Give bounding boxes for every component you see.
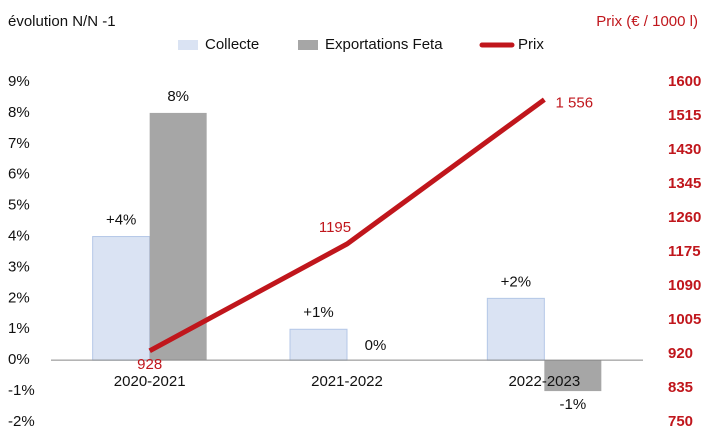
- x-tick-label: 2021-2022: [311, 373, 383, 390]
- y2-tick-label: 835: [668, 379, 693, 396]
- y2-tick-label: 1345: [668, 175, 701, 192]
- line: [148, 97, 546, 353]
- y2-tick-label: 1005: [668, 311, 701, 328]
- data-label: 928: [137, 356, 162, 373]
- y2-tick-label: 1515: [668, 107, 701, 124]
- bar: [289, 328, 348, 361]
- y-tick-label: 5%: [8, 197, 30, 214]
- data-label: 1195: [319, 219, 351, 236]
- bar: [544, 360, 602, 392]
- y2-tick-label: 1260: [668, 209, 701, 226]
- y-tick-label: 2%: [8, 289, 30, 306]
- y-tick-label: -1%: [8, 382, 35, 399]
- y-tick-label: 6%: [8, 166, 30, 183]
- data-label: +4%: [106, 212, 136, 229]
- y-tick-label: 1%: [8, 320, 30, 337]
- x-tick-label: 2020-2021: [114, 373, 186, 390]
- y-tick-label: -2%: [8, 413, 35, 430]
- y-tick-label: 3%: [8, 258, 30, 275]
- legend-swatch: [178, 40, 198, 50]
- data-label: +1%: [303, 304, 333, 321]
- x-tick-label: 2022-2023: [508, 373, 580, 390]
- y2-tick-label: 1600: [668, 73, 701, 90]
- y-tick-label: 8%: [8, 104, 30, 121]
- y2-axis-title: Prix (€ / 1000 l): [596, 13, 698, 30]
- y-tick-label: 7%: [8, 135, 30, 152]
- y-axis-title: évolution N/N -1: [8, 13, 116, 30]
- y-tick-label: 0%: [8, 351, 30, 368]
- data-label: 1 556: [556, 95, 594, 112]
- legend-swatch: [298, 40, 318, 50]
- y2-tick-label: 750: [668, 413, 693, 430]
- y-tick-label: 4%: [8, 228, 30, 245]
- data-label: 0%: [365, 337, 387, 354]
- data-label: +2%: [501, 273, 531, 290]
- bar: [486, 297, 545, 361]
- legend-label: Exportations Feta: [325, 36, 443, 53]
- y2-tick-label: 1090: [668, 277, 701, 294]
- y2-tick-label: 920: [668, 345, 693, 362]
- legend-label: Prix: [518, 36, 544, 53]
- bar: [92, 236, 151, 361]
- y-tick-label: 9%: [8, 73, 30, 90]
- y2-tick-label: 1430: [668, 141, 701, 158]
- bar: [149, 112, 207, 361]
- data-label: -1%: [559, 396, 586, 413]
- y2-tick-label: 1175: [668, 243, 701, 260]
- legend-label: Collecte: [205, 36, 259, 53]
- data-label: 8%: [167, 88, 189, 105]
